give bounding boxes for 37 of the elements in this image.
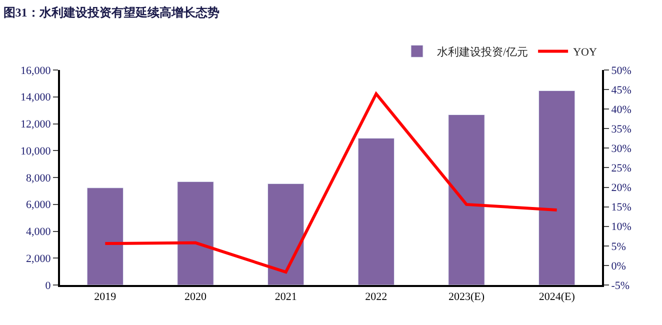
legend-label: 水利建设投资/亿元 bbox=[437, 45, 528, 58]
x-tick-label: 2019 bbox=[94, 291, 117, 304]
legend-label: YOY bbox=[573, 46, 597, 58]
bar bbox=[86, 188, 124, 285]
y2-tick-label: 25% bbox=[611, 162, 632, 175]
y-tick-label: 10,000 bbox=[20, 145, 52, 158]
y2-tick-label: 10% bbox=[611, 221, 632, 234]
x-tick-label: 2021 bbox=[274, 291, 297, 304]
y2-tick-label: -5% bbox=[611, 280, 630, 292]
chart-title: 图31：水利建设投资有望延续高增长态势 bbox=[3, 6, 220, 20]
y-tick-label: 14,000 bbox=[20, 92, 52, 104]
y-tick-label: 8,000 bbox=[26, 172, 52, 184]
y2-tick-label: 0% bbox=[611, 260, 626, 272]
y2-tick-label: 50% bbox=[611, 64, 632, 77]
bar bbox=[538, 90, 576, 285]
y-tick-label: 4,000 bbox=[26, 226, 52, 238]
y2-tick-label: 15% bbox=[611, 202, 632, 214]
y-tick-label: 12,000 bbox=[20, 118, 52, 131]
x-tick-label: 2022 bbox=[365, 291, 388, 304]
bar bbox=[358, 138, 394, 285]
x-tick-label: 2023(E) bbox=[448, 291, 485, 304]
x-tick-label: 2024(E) bbox=[538, 291, 576, 304]
y2-tick-label: 5% bbox=[611, 240, 626, 253]
y-tick-label: 2,000 bbox=[26, 252, 52, 265]
y2-tick-label: 40% bbox=[611, 104, 632, 116]
y-tick-label: 16,000 bbox=[20, 64, 52, 77]
y2-tick-label: 20% bbox=[611, 182, 632, 194]
y2-tick-label: 30% bbox=[611, 143, 632, 156]
y-tick-label: 0 bbox=[45, 280, 52, 292]
bar bbox=[268, 183, 304, 285]
bar bbox=[177, 181, 214, 285]
y2-tick-label: 45% bbox=[611, 84, 632, 96]
line-series bbox=[104, 92, 558, 274]
bar bbox=[448, 114, 485, 285]
y-tick-label: 6,000 bbox=[26, 199, 52, 212]
y2-tick-label: 35% bbox=[611, 123, 632, 136]
x-tick-label: 2020 bbox=[184, 291, 207, 304]
